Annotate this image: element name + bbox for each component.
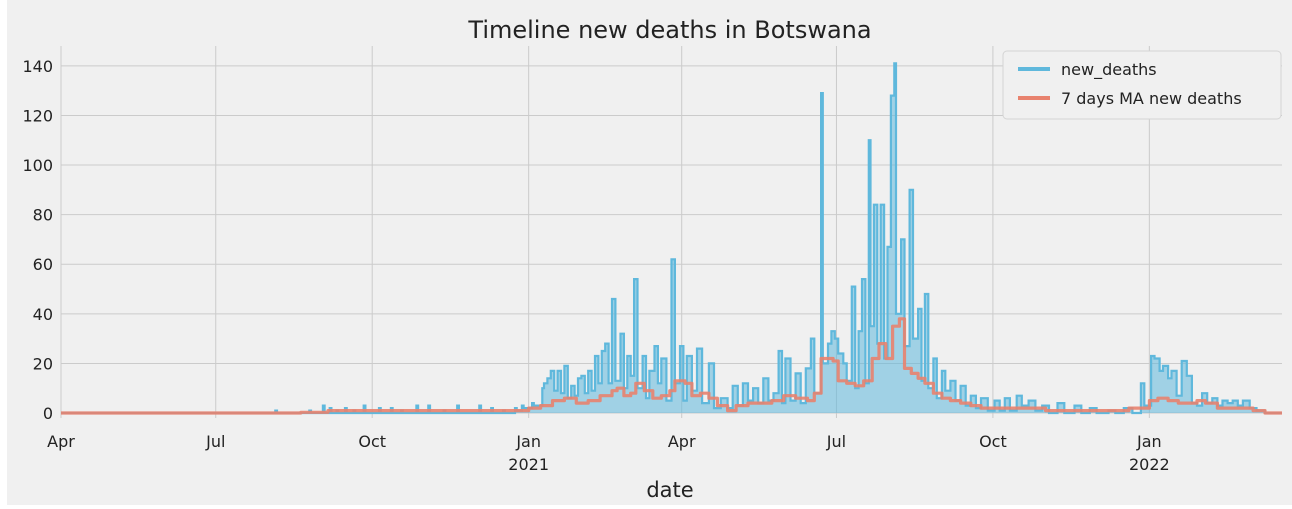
x-tick-label-0: Apr <box>47 432 75 451</box>
series-ma-line <box>61 317 1282 415</box>
legend: new_deaths 7 days MA new deaths <box>1002 50 1282 120</box>
y-tick-label-120: 120 <box>22 106 53 125</box>
y-tick-label-100: 100 <box>22 156 53 175</box>
x-tick-label-2: Oct <box>358 432 386 451</box>
y-tick-label-0: 0 <box>43 404 53 423</box>
x-tick-year-7: 2022 <box>1129 455 1170 474</box>
y-tick-label-40: 40 <box>33 305 53 324</box>
y-tick-label-20: 20 <box>33 354 53 373</box>
legend-box <box>1002 50 1282 120</box>
x-tick-year-3: 2021 <box>508 455 549 474</box>
y-tick-label-80: 80 <box>33 206 53 225</box>
legend-label-new-deaths: new_deaths <box>1061 60 1157 80</box>
x-axis-label: date <box>646 478 693 502</box>
axis-layer: 0 20 40 60 80 100 120 140 Apr Jul Oct Jan 2021 Apr Jul… <box>22 57 1169 474</box>
x-tick-label-5: Jul <box>826 432 846 451</box>
x-tick-label-4: Apr <box>668 432 696 451</box>
x-tick-label-1: Jul <box>205 432 225 451</box>
y-tick-label-60: 60 <box>33 255 53 274</box>
x-tick-label-3: Jan <box>515 432 541 451</box>
x-tick-label-7: Jan <box>1136 432 1162 451</box>
legend-label-ma: 7 days MA new deaths <box>1061 89 1242 108</box>
y-tick-label-140: 140 <box>22 57 53 76</box>
series-layer <box>61 62 1282 415</box>
x-tick-label-6: Oct <box>979 432 1007 451</box>
chart-title: Timeline new deaths in Botswana <box>467 16 871 44</box>
